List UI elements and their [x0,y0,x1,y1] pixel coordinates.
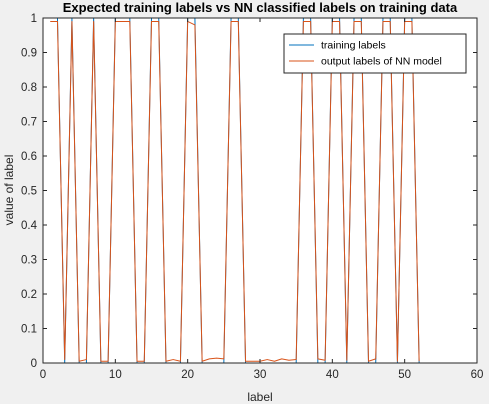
series-line-1 [50,20,420,362]
y-tick-label: 0.9 [21,48,37,60]
y-tick-label: 0 [31,358,37,370]
legend: training labels output labels of NN mode… [283,33,467,74]
y-tick-label: 0.2 [21,289,37,301]
x-axis-label: label [247,390,272,404]
legend-label-nn-output: output labels of NN model [321,56,442,68]
x-tick-label: 50 [398,369,411,381]
axes-layer: 0 10 20 30 40 50 60 0 0.1 0.2 0.3 0.4 0.5 0.6 0.7 0.8 0.… [21,13,483,381]
y-tick-label: 0.8 [21,82,37,94]
x-tick-label: 0 [40,369,46,381]
legend-box [283,33,467,74]
y-tick-label: 0.3 [21,255,37,267]
plot-area [43,18,477,363]
legend-label-training-labels: training labels [321,40,386,52]
x-tick-label: 60 [471,369,484,381]
y-tick-label: 0.6 [21,151,37,163]
y-tick-label: 0.1 [21,324,37,336]
y-tick-label: 0.5 [21,186,37,198]
chart-title: Expected training labels vs NN classifie… [63,0,458,15]
x-tick-label: 30 [254,369,267,381]
x-tick-label: 20 [181,369,194,381]
x-tick-label: 10 [109,369,122,381]
x-tick-label: 40 [326,369,339,381]
y-tick-label: 1 [31,13,37,25]
y-tick-label: 0.4 [21,220,38,232]
y-tick-label: 0.7 [21,117,37,129]
y-axis-label: value of label [2,155,16,226]
